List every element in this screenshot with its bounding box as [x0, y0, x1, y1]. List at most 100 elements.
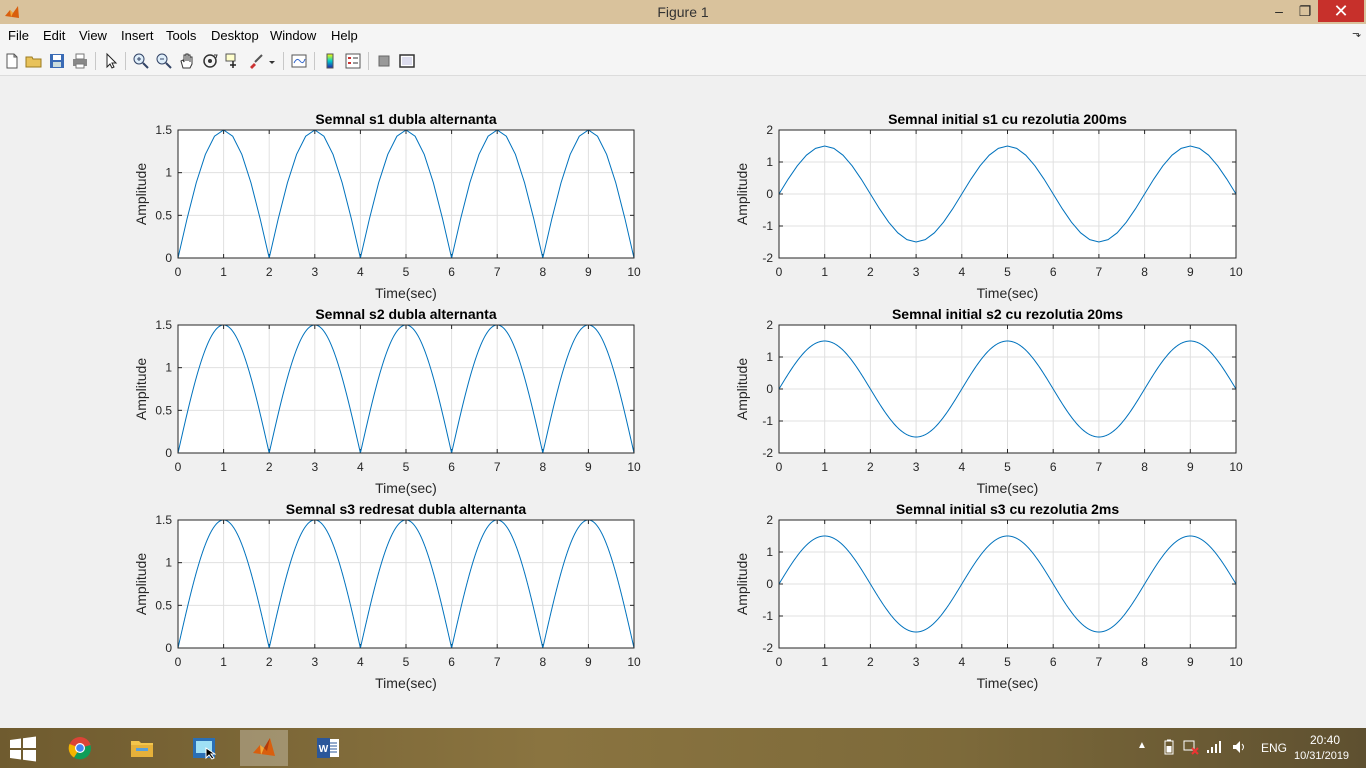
- subplot-6-ytick-label: 1: [766, 545, 773, 559]
- maximize-button[interactable]: ❐: [1298, 3, 1312, 19]
- subplot-3-ytick-label: 1: [165, 361, 172, 375]
- subplot-5-xtick-label: 1: [220, 655, 227, 669]
- subplot-5-xtick-label: 2: [266, 655, 273, 669]
- subplot-2-ytick-label: -1: [762, 219, 773, 233]
- chrome-icon[interactable]: [56, 730, 104, 766]
- subplot-1-xtick-label: 2: [266, 265, 273, 279]
- subplot-6-xtick-label: 2: [867, 655, 874, 669]
- subplot-3-xtick-label: 3: [311, 460, 318, 474]
- subplot-5-xtick-label: 4: [357, 655, 364, 669]
- close-button[interactable]: ✕: [1318, 0, 1364, 22]
- new-figure-icon[interactable]: [2, 51, 22, 71]
- subplot-6-series-line: [778, 535, 1237, 633]
- rotate-3d-icon[interactable]: [200, 51, 220, 71]
- subplot-2-xtick-label: 6: [1050, 265, 1057, 279]
- clock-date[interactable]: 10/31/2019: [1294, 750, 1350, 762]
- open-file-icon[interactable]: [24, 51, 44, 71]
- wifi-signal-icon[interactable]: [1206, 740, 1222, 757]
- subplot-6-xtick-label: 7: [1096, 655, 1103, 669]
- show-hidden-icons-icon[interactable]: ▲: [1137, 740, 1147, 751]
- network-icon[interactable]: [1183, 739, 1199, 758]
- subplot-6-ytick-label: 2: [766, 513, 773, 527]
- subplot-3-ytick-label: 0: [165, 446, 172, 460]
- subplot-4-xtick-label: 6: [1050, 460, 1057, 474]
- subplot-1-xtick-label: 6: [448, 265, 455, 279]
- subplot-2-xtick-label: 1: [821, 265, 828, 279]
- subplot-6-xtick-label: 10: [1229, 655, 1243, 669]
- data-cursor-icon[interactable]: [223, 51, 243, 71]
- subplot-3-xtick-label: 5: [403, 460, 410, 474]
- subplot-2-xtick-label: 8: [1141, 265, 1148, 279]
- subplot-2-xtick-label: 4: [958, 265, 965, 279]
- subplot-5-ytick-label: 0: [165, 641, 172, 655]
- subplot-5-ylabel: Amplitude: [133, 553, 149, 615]
- pan-icon[interactable]: [177, 51, 197, 71]
- subplot-6-ytick-label: -2: [762, 641, 773, 655]
- subplot-3-ytick-label: 1.5: [155, 318, 172, 332]
- subplot-6-title: Semnal initial s3 cu rezolutia 2ms: [896, 501, 1120, 517]
- word-icon[interactable]: W: [304, 730, 352, 766]
- subplot-1-xtick-label: 0: [175, 265, 182, 279]
- subplot-3-xtick-label: 2: [266, 460, 273, 474]
- edit-plot-icon[interactable]: [101, 51, 121, 71]
- subplot-2-axes-box: [778, 129, 1237, 259]
- subplot-5-xtick-label: 6: [448, 655, 455, 669]
- zoom-in-icon[interactable]: [131, 51, 151, 71]
- subplot-4-xtick-label: 9: [1187, 460, 1194, 474]
- menu-desktop[interactable]: Desktop: [211, 28, 259, 43]
- taskbar: W ▲ ENG 20:40 10/31/2019: [0, 728, 1366, 768]
- menu-window[interactable]: Window: [270, 28, 317, 43]
- brush-dropdown-icon[interactable]: [266, 51, 278, 71]
- screen-tool-icon[interactable]: [180, 730, 228, 766]
- subplot-6-xtick-label: 6: [1050, 655, 1057, 669]
- subplot-4-xtick-label: 4: [958, 460, 965, 474]
- subplot-4-axes-box: [778, 324, 1237, 454]
- insert-colorbar-icon[interactable]: [320, 51, 340, 71]
- subplot-4-xtick-label: 2: [867, 460, 874, 474]
- clock-time[interactable]: 20:40: [1310, 733, 1341, 747]
- print-icon[interactable]: [70, 51, 90, 71]
- hide-plot-tools-icon[interactable]: [374, 51, 394, 71]
- zoom-out-icon[interactable]: [154, 51, 174, 71]
- subplot-3-ytick-label: 0.5: [155, 403, 172, 417]
- matlab-app-icon[interactable]: [4, 4, 20, 20]
- dock-arrow-icon[interactable]: ⬎: [1352, 28, 1362, 40]
- link-plot-icon[interactable]: [289, 51, 309, 71]
- subplot-4-ylabel: Amplitude: [734, 358, 750, 420]
- subplot-6-xtick-label: 5: [1004, 655, 1011, 669]
- windows-start-icon[interactable]: [8, 736, 38, 762]
- menu-help[interactable]: Help: [331, 28, 358, 43]
- menu-edit[interactable]: Edit: [43, 28, 66, 43]
- save-icon[interactable]: [47, 51, 67, 71]
- subplot-1-ytick-label: 0: [165, 251, 172, 265]
- subplot-4-ytick-label: -1: [762, 414, 773, 428]
- subplot-5-xtick-label: 7: [494, 655, 501, 669]
- subplot-6-xtick-label: 4: [958, 655, 965, 669]
- menu-file[interactable]: File: [8, 28, 29, 43]
- menu-view[interactable]: View: [79, 28, 107, 43]
- brush-icon[interactable]: [246, 51, 266, 71]
- subplot-4-title: Semnal initial s2 cu rezolutia 20ms: [892, 306, 1123, 322]
- language-indicator[interactable]: ENG: [1261, 741, 1288, 755]
- matlab-icon[interactable]: [240, 730, 288, 766]
- subplot-6-ylabel: Amplitude: [734, 553, 750, 615]
- subplot-1-xtick-label: 8: [539, 265, 546, 279]
- menu-tools[interactable]: Tools: [166, 28, 197, 43]
- subplot-1-xtick-label: 3: [311, 265, 318, 279]
- subplot-3-xtick-label: 0: [175, 460, 182, 474]
- subplot-4-xtick-label: 0: [776, 460, 783, 474]
- subplot-3-xtick-label: 10: [627, 460, 641, 474]
- show-plot-tools-icon[interactable]: [397, 51, 417, 71]
- subplot-2-ylabel: Amplitude: [734, 163, 750, 225]
- subplot-1-xtick-label: 9: [585, 265, 592, 279]
- toolbar: [0, 46, 1366, 76]
- subplot-6-xtick-label: 3: [913, 655, 920, 669]
- subplot-1-xtick-label: 7: [494, 265, 501, 279]
- subplot-5-ytick-label: 1.5: [155, 513, 172, 527]
- battery-icon[interactable]: [1164, 739, 1174, 758]
- file-explorer-icon[interactable]: [118, 730, 166, 766]
- menu-insert[interactable]: Insert: [121, 28, 154, 43]
- minimize-button[interactable]: –: [1275, 3, 1283, 19]
- insert-legend-icon[interactable]: [343, 51, 363, 71]
- volume-icon[interactable]: [1232, 740, 1248, 757]
